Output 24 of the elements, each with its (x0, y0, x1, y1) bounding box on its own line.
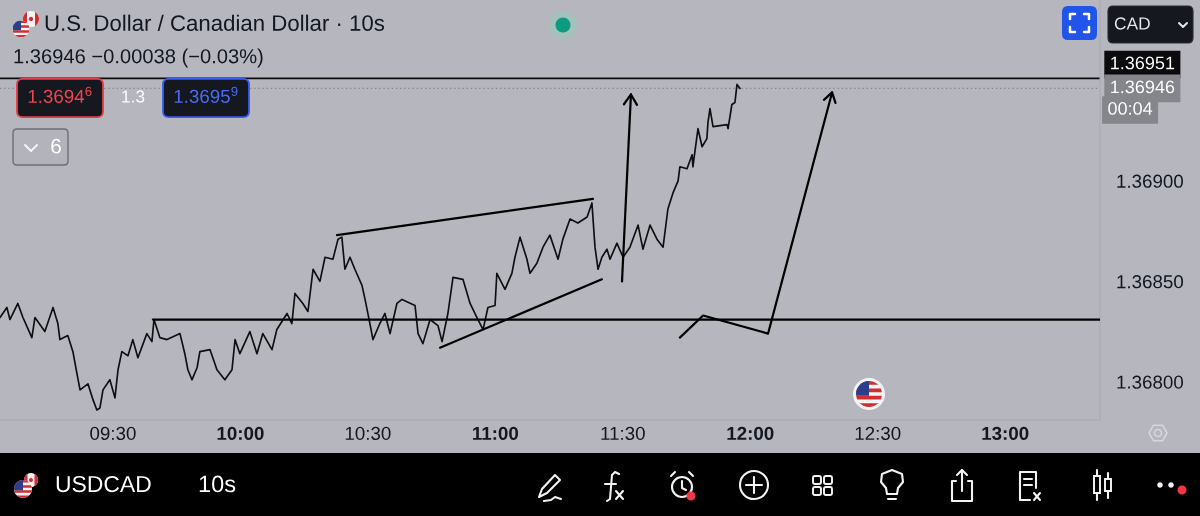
x-tick-label: 11:30 (601, 426, 645, 441)
text: U.S. Dollar / Canadian Dollar · 10s (45, 14, 385, 31)
line-series (0, 83, 741, 411)
x-tick-label: 10:30 (345, 426, 391, 441)
annotation: 1.3695$^{9}$ (174, 86, 238, 104)
text: 00:04 (1108, 102, 1153, 115)
x-tick-label: 12:30 (855, 426, 901, 441)
annotation: 1.3 (122, 90, 145, 103)
y-tick-label: 1.36800 (1117, 375, 1184, 389)
annotation: 6 (51, 138, 61, 154)
annotation: 1.3694$^{6}$ (28, 86, 92, 104)
text: CAD (1114, 17, 1150, 30)
x-tick-label: 12:00 (727, 426, 774, 441)
x-tick-label: 10:00 (217, 426, 264, 441)
text: 1.36946 −0.00038 (−0.03%) (14, 48, 263, 68)
text: USDCAD (56, 475, 151, 493)
y-tick-label: 1.36850 (1117, 275, 1184, 289)
x-tick-label: 11:00 (473, 426, 519, 441)
y-tick-label: 1.36900 (1117, 174, 1184, 188)
x-tick-label: 13:00 (982, 426, 1029, 441)
text: 10s (199, 475, 236, 493)
ref-line-label: 1.36951 (1111, 56, 1175, 70)
ref-line-label: 1.36946 (1111, 80, 1175, 94)
x-tick-label: 09:30 (90, 426, 136, 441)
